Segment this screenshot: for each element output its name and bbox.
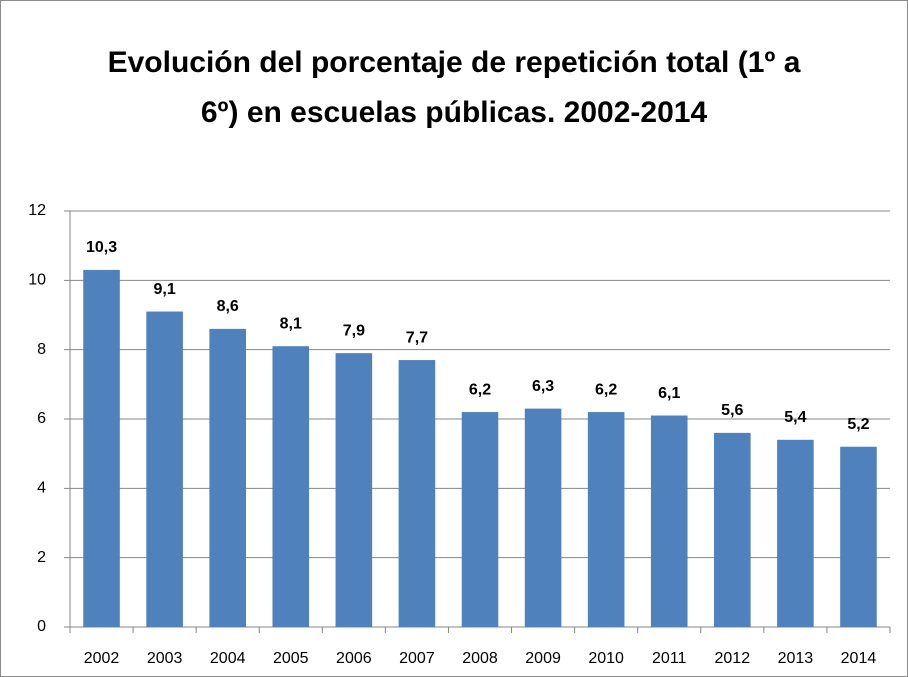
bar	[209, 328, 246, 627]
data-label: 8,1	[280, 315, 302, 332]
x-tick-label: 2003	[147, 650, 183, 667]
y-tick-label: 2	[37, 549, 46, 566]
x-tick-label: 2011	[652, 650, 687, 667]
x-tick-label: 2014	[841, 650, 877, 667]
x-tick-label: 2009	[525, 650, 561, 667]
bar	[461, 412, 499, 627]
bar	[650, 415, 688, 627]
y-tick-label: 4	[37, 480, 46, 497]
data-label: 6,2	[595, 381, 617, 398]
x-tick-label: 2012	[715, 650, 751, 667]
data-label: 9,1	[153, 281, 175, 298]
bar	[524, 408, 562, 627]
data-label: 6,3	[532, 378, 554, 395]
x-tick-label: 2004	[210, 650, 246, 667]
y-tick-label: 10	[28, 272, 46, 289]
y-tick-label: 0	[37, 618, 46, 635]
data-label: 7,7	[406, 329, 428, 346]
bar	[587, 412, 625, 627]
x-tick-label: 2007	[399, 650, 435, 667]
x-tick-label: 2006	[336, 650, 372, 667]
bar	[335, 353, 373, 627]
x-tick-label: 2010	[588, 650, 624, 667]
y-tick-label: 12	[28, 202, 46, 219]
y-tick-label: 8	[37, 341, 46, 358]
data-label: 5,2	[847, 416, 869, 433]
bar	[272, 346, 310, 627]
bar	[714, 432, 751, 627]
bar	[840, 446, 877, 627]
bar	[398, 360, 436, 627]
x-tick-label: 2013	[778, 650, 814, 667]
data-label: 8,6	[217, 298, 239, 315]
data-label: 6,2	[469, 381, 491, 398]
data-label: 10,3	[86, 239, 117, 256]
bar	[777, 439, 814, 627]
y-tick-label: 6	[37, 410, 46, 427]
data-label: 7,9	[343, 322, 365, 339]
data-label: 5,4	[784, 409, 806, 426]
data-label: 6,1	[658, 385, 680, 402]
data-label: 5,6	[721, 402, 743, 419]
x-tick-label: 2005	[273, 650, 309, 667]
bar	[146, 311, 183, 627]
x-tick-label: 2008	[462, 650, 498, 667]
x-tick-label: 2002	[84, 650, 120, 667]
chart-title: Evolución del porcentaje de repetición t…	[107, 46, 801, 129]
bar	[83, 269, 120, 627]
